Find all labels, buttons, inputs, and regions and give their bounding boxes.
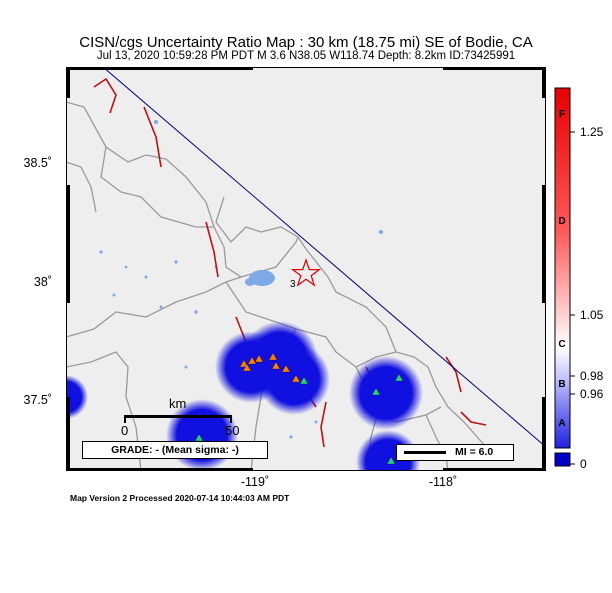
map-panel: 3 — [66, 67, 546, 471]
colorbar-letter-d: D — [558, 216, 566, 227]
mi-legend-text: MI = 6.0 — [455, 446, 494, 458]
mi-legend-bar — [404, 451, 446, 454]
svg-text:3: 3 — [290, 279, 296, 290]
lat-tick-38: 38˚ — [33, 275, 52, 289]
scale-bar — [124, 415, 232, 418]
scale-bar-tick-start — [124, 415, 126, 423]
stations — [194, 352, 404, 465]
grade-box: GRADE: - (Mean sigma: -) — [82, 441, 268, 459]
colorbar-letter-c: C — [558, 339, 566, 350]
lat-tick-38-5: 38.5˚ — [23, 156, 53, 170]
colorbar-graphic — [554, 87, 575, 467]
scale-bar-tick-end — [230, 415, 232, 423]
colorbar-label-1-05: 1.05 — [580, 308, 604, 322]
lon-tick-118: -118˚ — [428, 475, 458, 489]
frame-ticks — [66, 67, 546, 471]
colorbar-label-1-25: 1.25 — [580, 125, 604, 139]
event-subtitle: Jul 13, 2020 10:59:28 PM PDT M 3.6 N38.0… — [96, 50, 516, 62]
map-canvas: 3 — [66, 67, 546, 471]
scale-start-label: 0 — [121, 423, 129, 438]
data-boundary-line — [102, 67, 546, 448]
map-title: CISN/cgs Uncertainty Ratio Map : 30 km (… — [79, 34, 533, 51]
colorbar-label-0-98: 0.98 — [580, 369, 604, 383]
colorbar — [553, 87, 612, 477]
colorbar-letter-f: F — [558, 109, 566, 120]
lakes — [99, 120, 383, 439]
mi-legend: MI = 6.0 — [396, 444, 514, 461]
scale-unit-label: km — [169, 396, 187, 411]
colorbar-label-0: 0 — [580, 457, 587, 471]
colorbar-letter-b: B — [558, 379, 566, 390]
colorbar-letter-a: A — [558, 418, 566, 429]
processing-footer: Map Version 2 Processed 2020-07-14 10:44… — [70, 493, 290, 503]
lat-tick-37-5: 37.5˚ — [23, 393, 53, 407]
lon-tick-119: -119˚ — [240, 475, 270, 489]
epicenter-star-icon — [290, 258, 322, 287]
scale-end-label: 50 — [225, 423, 240, 438]
colorbar-label-0-96: 0.96 — [580, 387, 604, 401]
